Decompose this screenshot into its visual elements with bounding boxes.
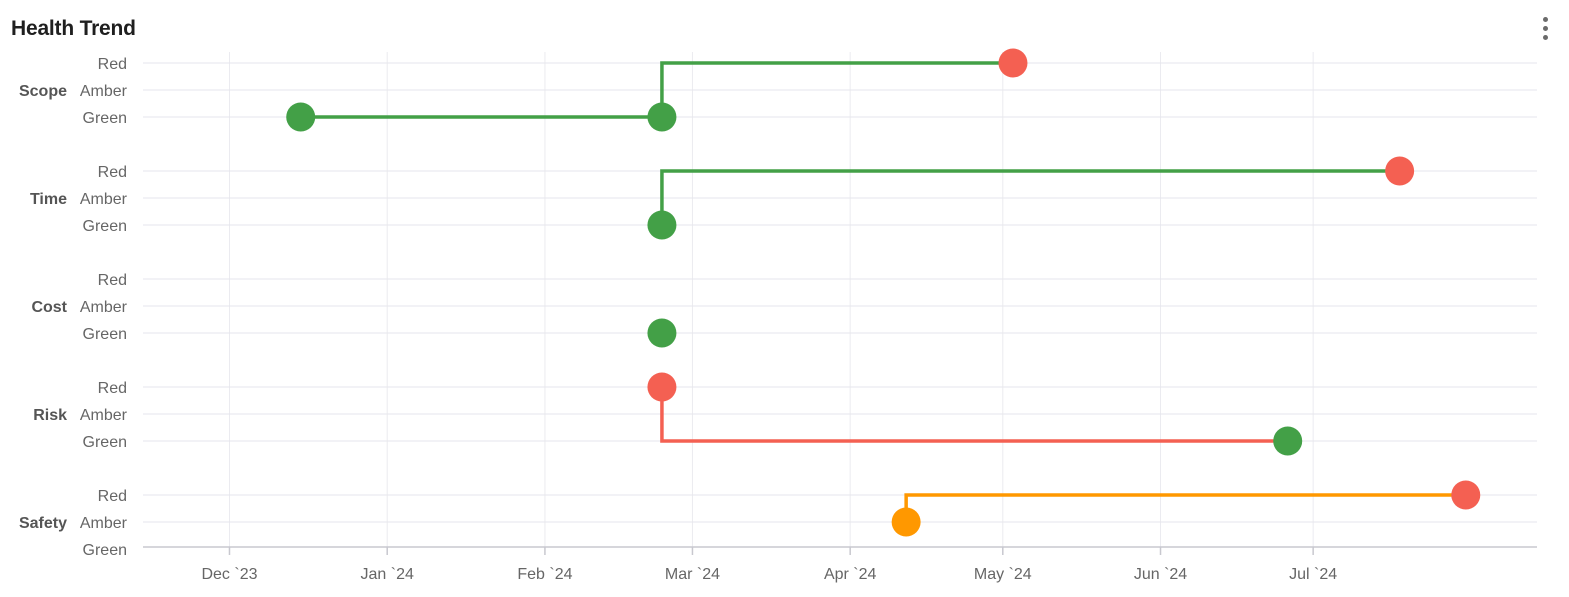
data-point-safety — [1451, 481, 1480, 510]
y-tick-label: Amber — [80, 407, 128, 424]
data-point-cost — [647, 319, 676, 348]
x-tick-label: Jul `24 — [1289, 566, 1337, 583]
series-line-safety — [906, 495, 1466, 522]
x-tick-label: Jan `24 — [361, 566, 414, 583]
category-label-time: Time — [30, 191, 67, 208]
data-point-safety — [892, 508, 921, 537]
x-tick-label: Mar `24 — [665, 566, 720, 583]
category-label-risk: Risk — [33, 407, 67, 424]
y-tick-label: Green — [83, 434, 127, 451]
y-tick-label: Amber — [80, 515, 128, 532]
data-point-risk — [1273, 427, 1302, 456]
data-point-time — [1385, 157, 1414, 186]
y-tick-label: Red — [98, 164, 127, 181]
y-tick-label: Green — [83, 542, 127, 559]
x-tick-label: Apr `24 — [824, 566, 877, 583]
category-label-safety: Safety — [19, 515, 67, 532]
y-tick-label: Amber — [80, 299, 128, 316]
y-tick-label: Amber — [80, 83, 128, 100]
y-tick-label: Green — [83, 326, 127, 343]
data-point-time — [647, 211, 676, 240]
data-point-scope — [647, 103, 676, 132]
data-point-scope — [998, 49, 1027, 78]
y-tick-label: Red — [98, 380, 127, 397]
y-tick-label: Green — [83, 110, 127, 127]
y-tick-label: Red — [98, 488, 127, 505]
data-point-risk — [647, 373, 676, 402]
x-tick-label: Dec `23 — [201, 566, 257, 583]
category-label-cost: Cost — [31, 299, 67, 316]
x-tick-label: Feb `24 — [517, 566, 572, 583]
data-point-scope — [286, 103, 315, 132]
category-label-scope: Scope — [19, 83, 67, 100]
y-tick-label: Amber — [80, 191, 128, 208]
x-tick-label: Jun `24 — [1134, 566, 1187, 583]
y-tick-label: Red — [98, 272, 127, 289]
y-tick-label: Green — [83, 218, 127, 235]
x-tick-label: May `24 — [974, 566, 1032, 583]
y-tick-label: Red — [98, 56, 127, 73]
